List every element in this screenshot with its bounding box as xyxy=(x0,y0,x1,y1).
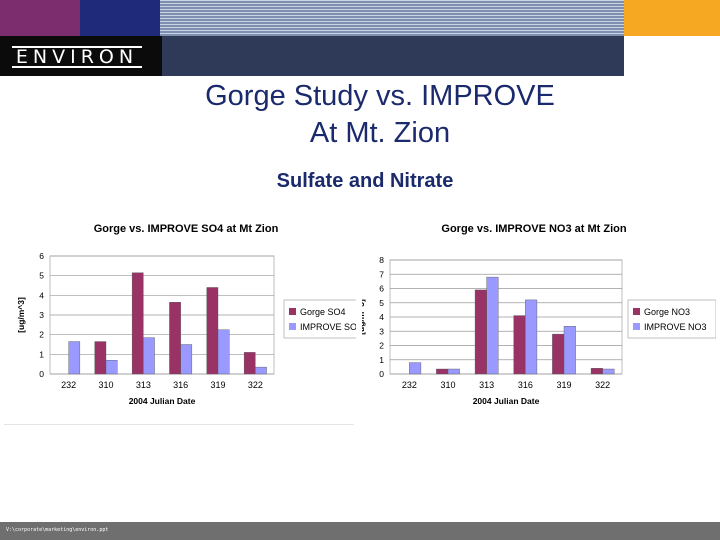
legend-box xyxy=(283,299,356,339)
bar-improve-no3 xyxy=(563,326,576,375)
legend-box xyxy=(627,299,716,339)
chart-title: Gorge vs. IMPROVE NO3 at Mt Zion xyxy=(441,223,626,235)
slide-title-line-1: Gorge Study vs. IMPROVE xyxy=(205,80,555,112)
slide-title-line-2: At Mt. Zion xyxy=(309,117,451,149)
bar-improve-no3 xyxy=(486,276,499,375)
y-tick-label: 2 xyxy=(39,330,44,340)
so4-chart: Gorge vs. IMPROVE SO4 at Mt Zion 0 1 2 3 4 5 6 2… xyxy=(16,223,356,406)
x-tick-label: 310 xyxy=(98,380,113,390)
legend-label: IMPROVE NO3 xyxy=(644,322,707,332)
legend-label: Gorge SO4 xyxy=(300,307,346,317)
x-tick-label: 316 xyxy=(518,380,533,390)
x-axis-label: 2004 Julian Date xyxy=(129,396,196,406)
y-tick-label: 5 xyxy=(39,271,44,281)
bar-improve-so4 xyxy=(143,337,155,375)
header-magenta-block xyxy=(0,0,80,36)
y-tick-label: 6 xyxy=(39,251,44,261)
bar-gorge-so4 xyxy=(243,352,256,375)
x-tick-label: 322 xyxy=(248,380,263,390)
bar-improve-no3 xyxy=(447,368,460,375)
y-tick-label: 0 xyxy=(39,369,44,379)
bar-gorge-so4 xyxy=(206,287,219,375)
legend-swatch xyxy=(289,308,296,315)
legend-label: IMPROVE SO4 xyxy=(300,322,356,332)
bar-improve-so4 xyxy=(68,341,81,375)
header-orange-block xyxy=(624,0,720,36)
header-logo-band xyxy=(0,36,162,76)
bar-gorge-so4 xyxy=(169,302,181,375)
y-tick-label: 4 xyxy=(379,312,384,322)
bar-improve-so4 xyxy=(105,360,118,375)
header-striped-band xyxy=(160,0,624,36)
x-tick-label: 316 xyxy=(173,380,188,390)
bar-gorge-no3 xyxy=(474,289,487,375)
x-tick-label: 232 xyxy=(61,380,76,390)
bar-gorge-no3 xyxy=(590,368,603,375)
divider-line xyxy=(4,424,354,425)
y-axis-label: [ug/m^3] xyxy=(16,297,26,333)
y-tick-label: 5 xyxy=(379,298,384,308)
y-tick-label: 8 xyxy=(379,255,384,265)
legend-swatch xyxy=(633,323,640,330)
y-tick-label: 1 xyxy=(379,355,384,365)
slide-subtitle: Sulfate and Nitrate xyxy=(276,170,454,192)
bar-gorge-so4 xyxy=(94,341,107,375)
bar-improve-so4 xyxy=(255,366,267,375)
x-tick-label: 319 xyxy=(210,380,225,390)
x-axis-label: 2004 Julian Date xyxy=(473,396,540,406)
bar-improve-no3 xyxy=(409,362,422,375)
y-tick-label: 0 xyxy=(379,369,384,379)
x-tick-label: 310 xyxy=(440,380,455,390)
bar-improve-no3 xyxy=(602,368,615,375)
y-axis-label: [ug/m^3] xyxy=(362,299,366,335)
bar-improve-so4 xyxy=(217,329,230,375)
bar-improve-so4 xyxy=(180,344,193,375)
y-tick-label: 3 xyxy=(39,310,44,320)
legend-swatch xyxy=(289,323,296,330)
header-navy-band xyxy=(162,36,624,76)
x-tick-label: 232 xyxy=(402,380,417,390)
y-tick-label: 4 xyxy=(39,290,44,300)
footer-file-path: V:\corporate\marketing\environ.ppt xyxy=(6,527,109,533)
footer-bar: V:\corporate\marketing\environ.ppt xyxy=(0,522,720,540)
bar-improve-no3 xyxy=(525,299,538,375)
y-tick-label: 7 xyxy=(379,269,384,279)
chart-title: Gorge vs. IMPROVE SO4 at Mt Zion xyxy=(94,223,279,235)
x-tick-label: 319 xyxy=(556,380,571,390)
legend-label: Gorge NO3 xyxy=(644,307,690,317)
bar-gorge-so4 xyxy=(131,272,144,375)
x-tick-label: 322 xyxy=(595,380,610,390)
bar-gorge-no3 xyxy=(552,333,565,375)
y-tick-label: 2 xyxy=(379,341,384,351)
x-tick-label: 313 xyxy=(479,380,494,390)
header-blue-block xyxy=(80,0,160,36)
legend-swatch xyxy=(633,308,640,315)
bar-gorge-no3 xyxy=(513,315,526,375)
x-tick-label: 313 xyxy=(136,380,151,390)
environ-logo: ENVIRON xyxy=(12,44,142,70)
y-tick-label: 6 xyxy=(379,284,384,294)
y-tick-label: 1 xyxy=(39,349,44,359)
bar-gorge-no3 xyxy=(436,368,449,375)
y-tick-label: 3 xyxy=(379,326,384,336)
no3-chart: Gorge vs. IMPROVE NO3 at Mt Zion 0 1 2 3 4 5 6 7… xyxy=(362,223,716,406)
